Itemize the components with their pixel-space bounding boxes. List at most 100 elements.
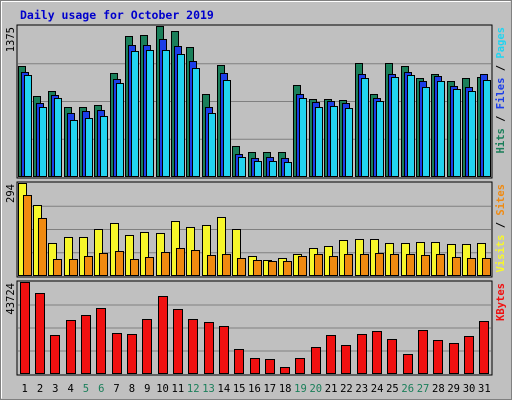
day-label-8: 8: [129, 383, 135, 395]
day-label-29: 29: [447, 383, 460, 395]
kbytes-panel-bar-kbytes-day-21: [326, 335, 336, 374]
kbytes-panel-bar-kbytes-day-2: [35, 293, 45, 374]
kbytes-panel-bar-kbytes-day-18: [280, 367, 290, 374]
day-label-2: 2: [37, 383, 43, 395]
visits-panel-bar-sites-day-19: [298, 256, 307, 276]
visits-panel-bar-sites-day-16: [253, 260, 262, 276]
kbytes-panel-bar-kbytes-day-22: [341, 345, 351, 374]
hits-panel-bar-pages-day-5: [85, 118, 93, 177]
visits-panel-bar-sites-day-25: [390, 254, 399, 276]
kbytes-panel-bar-kbytes-day-23: [357, 334, 367, 374]
day-axis-labels: 1 2 3 4 5 6 7 8 9 10 11 12 13 14 15 16 17 18 19 20 21 22 23 24 2…: [21, 383, 490, 395]
visits-panel-bar-visits-day-14: [217, 217, 226, 276]
hits-panel-bar-pages-day-21: [330, 106, 338, 177]
visits-panel-bar-sites-day-6: [99, 253, 108, 276]
hits-panel-bar-pages-day-23: [361, 78, 369, 177]
legend-entry-files: Files: [495, 78, 507, 110]
day-label-11: 11: [172, 383, 185, 395]
hits-panel-bar-pages-day-1: [24, 75, 32, 177]
visits-panel-ymax-label: 294: [5, 184, 17, 203]
visits-panel-bar-sites-day-12: [191, 250, 200, 276]
kbytes-panel-bar-kbytes-day-31: [479, 321, 489, 374]
hits-panel-bar-pages-day-30: [468, 91, 476, 177]
kbytes-panel: 43724 KBytes: [5, 280, 507, 376]
visits-panel-bar-sites-day-3: [53, 259, 62, 276]
day-label-6: 6: [98, 383, 104, 395]
kbytes-panel-bar-kbytes-day-11: [173, 309, 183, 374]
visits-panel-bar-sites-day-23: [360, 254, 369, 276]
hits-panel: 1375 Hits / Files / Pages: [5, 24, 507, 179]
kbytes-panel-bar-kbytes-day-13: [204, 322, 214, 374]
visits-panel-bar-sites-day-4: [69, 259, 78, 276]
kbytes-panel-bar-kbytes-day-20: [311, 347, 321, 374]
visits-panel-bar-sites-day-28: [436, 254, 445, 276]
visits-panel-bar-visits-day-9: [140, 232, 149, 276]
day-label-3: 3: [52, 383, 58, 395]
hits-panel-bar-pages-day-12: [192, 68, 200, 177]
kbytes-panel-bar-kbytes-day-12: [188, 319, 198, 374]
visits-panel-bar-visits-day-7: [110, 223, 119, 276]
kbytes-panel-bar-kbytes-day-7: [112, 333, 122, 374]
kbytes-panel-bar-kbytes-day-8: [127, 334, 137, 374]
visits-panel-bar-sites-day-24: [375, 253, 384, 276]
kbytes-panel-bar-kbytes-day-28: [433, 340, 443, 374]
kbytes-panel-bar-kbytes-day-27: [418, 330, 428, 374]
day-label-30: 30: [463, 383, 476, 395]
day-label-10: 10: [156, 383, 169, 395]
hits-panel-bar-pages-day-24: [376, 101, 384, 177]
legend-separator: /: [495, 109, 507, 128]
hits-panel-ymax-label: 1375: [5, 27, 17, 52]
hits-panel-bar-pages-day-17: [269, 161, 277, 177]
visits-panel-bar-sites-day-13: [207, 255, 216, 276]
visits-panel-bar-sites-day-27: [421, 255, 430, 276]
visits-panel-bar-sites-day-9: [145, 257, 154, 276]
day-label-24: 24: [371, 383, 384, 395]
day-label-25: 25: [386, 383, 399, 395]
visits-panel-bar-visits-day-8: [125, 235, 134, 276]
visits-panel-bar-sites-day-31: [482, 258, 491, 276]
visits-panel-bar-sites-day-2: [38, 218, 47, 276]
kbytes-panel-bar-kbytes-day-5: [81, 315, 91, 374]
day-label-13: 13: [202, 383, 215, 395]
day-label-31: 31: [478, 383, 491, 395]
day-label-16: 16: [248, 383, 261, 395]
hits-panel-bar-pages-day-20: [315, 107, 323, 177]
visits-panel-bar-sites-day-5: [84, 256, 93, 276]
kbytes-panel-bar-kbytes-day-25: [387, 339, 397, 374]
kbytes-panel-bar-kbytes-day-24: [372, 331, 382, 374]
day-label-1: 1: [21, 383, 27, 395]
hits-panel-bar-pages-day-9: [146, 50, 154, 177]
day-label-23: 23: [355, 383, 368, 395]
kbytes-panel-bar-kbytes-day-29: [449, 343, 459, 374]
kbytes-panel-bar-kbytes-day-17: [265, 359, 275, 374]
kbytes-panel-bar-kbytes-day-30: [464, 336, 474, 374]
hits-panel-legend: Hits / Files / Pages: [495, 27, 507, 153]
legend-entry-hits: Hits: [495, 128, 507, 153]
legend-entry-visits: Visits: [495, 235, 507, 273]
visits-panel-bar-sites-day-7: [115, 251, 124, 276]
hits-panel-bar-pages-day-26: [407, 75, 415, 177]
visits-panel-bar-sites-day-1: [23, 195, 32, 276]
visits-panel-bar-sites-day-22: [344, 254, 353, 276]
hits-panel-bar-pages-day-25: [391, 77, 399, 177]
day-label-12: 12: [187, 383, 200, 395]
hits-panel-bar-pages-day-28: [437, 81, 445, 177]
legend-entry-sites: Sites: [495, 184, 507, 216]
day-label-27: 27: [417, 383, 430, 395]
visits-panel-bar-sites-day-30: [467, 258, 476, 276]
hits-panel-bar-pages-day-22: [345, 108, 353, 177]
day-label-22: 22: [340, 383, 353, 395]
visits-panel-bar-sites-day-26: [406, 254, 415, 276]
kbytes-panel-bar-kbytes-day-4: [66, 320, 76, 374]
chart-title: Daily usage for October 2019: [20, 8, 214, 22]
day-label-21: 21: [325, 383, 338, 395]
kbytes-panel-legend: KBytes: [495, 283, 507, 321]
visits-panel-bar-visits-day-4: [64, 237, 73, 276]
day-label-7: 7: [113, 383, 119, 395]
kbytes-panel-bar-kbytes-day-3: [50, 335, 60, 374]
kbytes-panel-bar-kbytes-day-16: [250, 358, 260, 374]
hits-panel-bar-pages-day-3: [54, 98, 62, 177]
visits-panel-bar-sites-day-8: [130, 259, 139, 276]
